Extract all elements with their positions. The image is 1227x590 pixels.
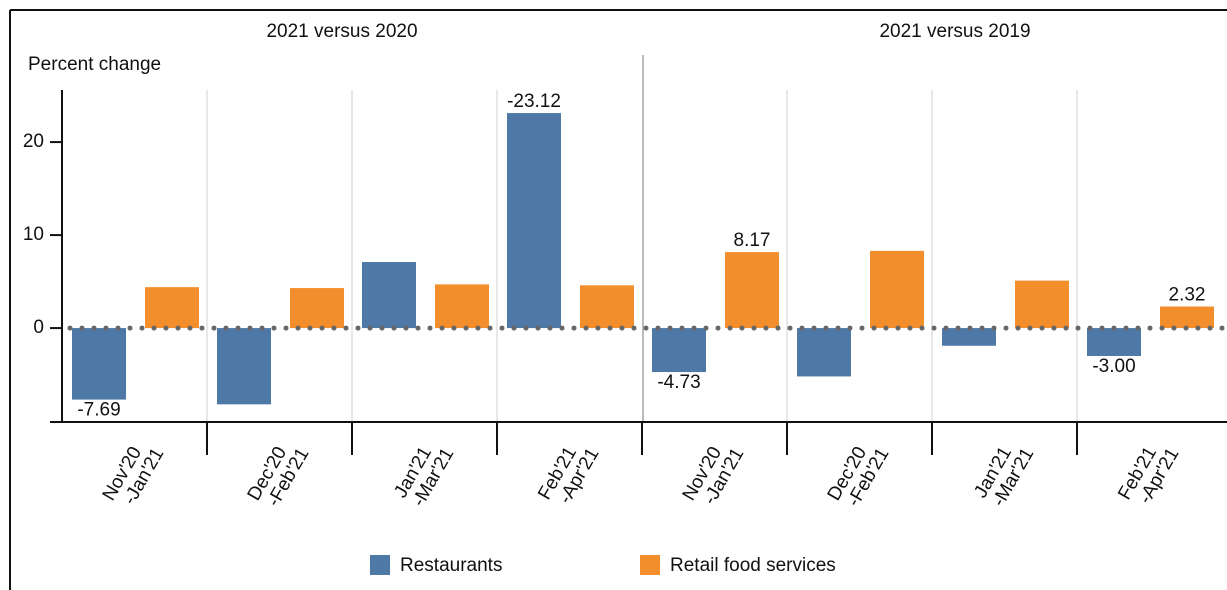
bar: [725, 252, 779, 329]
x-tick-label: Jan'21-Mar'21: [970, 435, 1038, 512]
legend-label: Retail food services: [670, 555, 836, 576]
x-tick-label: Nov'20-Jan'21: [679, 435, 749, 515]
data-label: -7.69: [77, 400, 120, 421]
legend-swatch: [640, 555, 660, 575]
x-tick-label: Jan'21-Mar'21: [390, 435, 458, 512]
y-tick-label: 0: [33, 317, 44, 338]
bar: [1087, 328, 1141, 356]
data-label: -4.73: [657, 372, 700, 393]
data-label: 8.17: [734, 230, 771, 251]
data-label: -3.00: [1092, 356, 1135, 377]
panel-title: 2021 versus 2019: [879, 21, 1030, 42]
y-axis-title: Percent change: [28, 54, 161, 75]
bar: [290, 288, 344, 329]
bar: [580, 285, 634, 329]
y-tick-label: 10: [23, 224, 44, 245]
legend-swatch: [370, 555, 390, 575]
data-label: 2.32: [1169, 285, 1206, 306]
bar: [652, 328, 706, 373]
bar: [942, 328, 996, 346]
bar: [797, 328, 851, 377]
x-tick-label: Dec'20-Feb'21: [824, 435, 894, 515]
x-tick-label: Feb'21-Apr'21: [534, 435, 603, 514]
legend-label: Restaurants: [400, 555, 502, 576]
bar: [507, 113, 561, 329]
panel-title: 2021 versus 2020: [266, 21, 417, 42]
bar: [362, 262, 416, 329]
y-tick-label: 20: [23, 131, 44, 152]
x-tick-label: Nov'20-Jan'21: [99, 435, 169, 515]
bar: [1015, 280, 1069, 329]
bar: [217, 328, 271, 405]
x-tick-label: Feb'21-Apr'21: [1114, 435, 1183, 514]
bar: [145, 287, 199, 329]
bar: [435, 284, 489, 329]
bar: [870, 250, 924, 329]
bar: [72, 328, 126, 400]
bar: [1160, 306, 1214, 329]
data-label: -23.12: [507, 91, 561, 112]
x-tick-label: Dec'20-Feb'21: [244, 435, 314, 515]
